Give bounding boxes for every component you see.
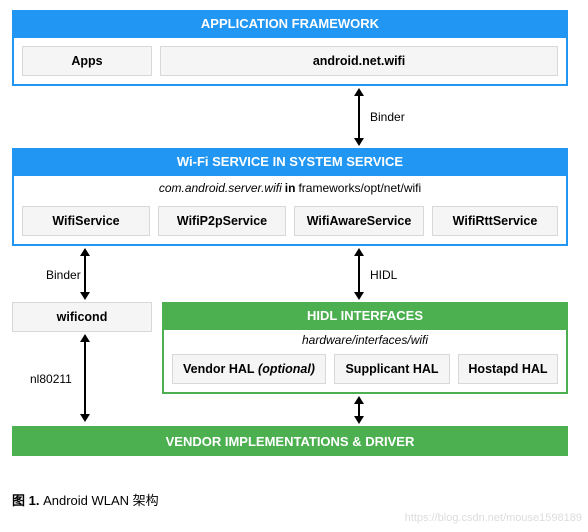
subtitle-in: in: [285, 181, 296, 195]
box-apps: Apps: [22, 46, 152, 76]
arrow-nl80211: [84, 342, 86, 414]
box-android-net-wifi: android.net.wifi: [160, 46, 558, 76]
arrow-hidl-vendor: [358, 404, 360, 416]
box-wificond: wificond: [12, 302, 152, 332]
arrow-binder-2: [84, 256, 86, 292]
wifi-service-subtitle: com.android.server.wifi in frameworks/op…: [12, 176, 568, 200]
box-hostapd-hal: Hostapd HAL: [458, 354, 558, 384]
wifi-service-header: Wi-Fi SERVICE IN SYSTEM SERVICE: [12, 148, 568, 174]
app-framework-header: APPLICATION FRAMEWORK: [12, 10, 568, 36]
box-wifiawareservice: WifiAwareService: [294, 206, 424, 236]
watermark: https://blog.csdn.net/mouse1598189: [405, 512, 582, 524]
box-supplicant-hal: Supplicant HAL: [334, 354, 450, 384]
figure-caption: 图 1. Android WLAN 架构: [12, 490, 159, 509]
subtitle-path: frameworks/opt/net/wifi: [298, 181, 421, 195]
vendor-header: VENDOR IMPLEMENTATIONS & DRIVER: [12, 426, 568, 456]
hidl-subtitle: hardware/interfaces/wifi: [162, 330, 568, 350]
hidl-header: HIDL INTERFACES: [162, 302, 568, 328]
label-binder-2: Binder: [46, 268, 81, 282]
label-hidl: HIDL: [370, 268, 397, 282]
box-wifirttservice: WifiRttService: [432, 206, 558, 236]
subtitle-pkg: com.android.server.wifi: [159, 181, 282, 195]
label-binder-1: Binder: [370, 110, 405, 124]
arrow-binder-1: [358, 96, 360, 138]
label-nl80211: nl80211: [30, 372, 72, 386]
box-vendor-hal: Vendor HAL (optional): [172, 354, 326, 384]
arrow-hidl: [358, 256, 360, 292]
box-wifip2pservice: WifiP2pService: [158, 206, 286, 236]
box-wifiservice: WifiService: [22, 206, 150, 236]
